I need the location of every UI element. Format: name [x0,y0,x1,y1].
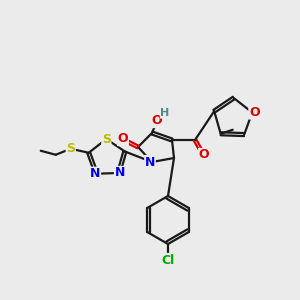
Text: Cl: Cl [161,254,175,266]
Text: O: O [152,115,162,128]
Text: H: H [160,108,169,118]
Text: O: O [249,106,260,119]
Text: O: O [199,148,209,161]
Text: S: S [102,133,111,146]
Text: O: O [118,133,128,146]
Text: N: N [145,155,155,169]
Text: N: N [90,167,100,180]
Text: N: N [115,167,125,179]
Text: S: S [66,142,75,155]
